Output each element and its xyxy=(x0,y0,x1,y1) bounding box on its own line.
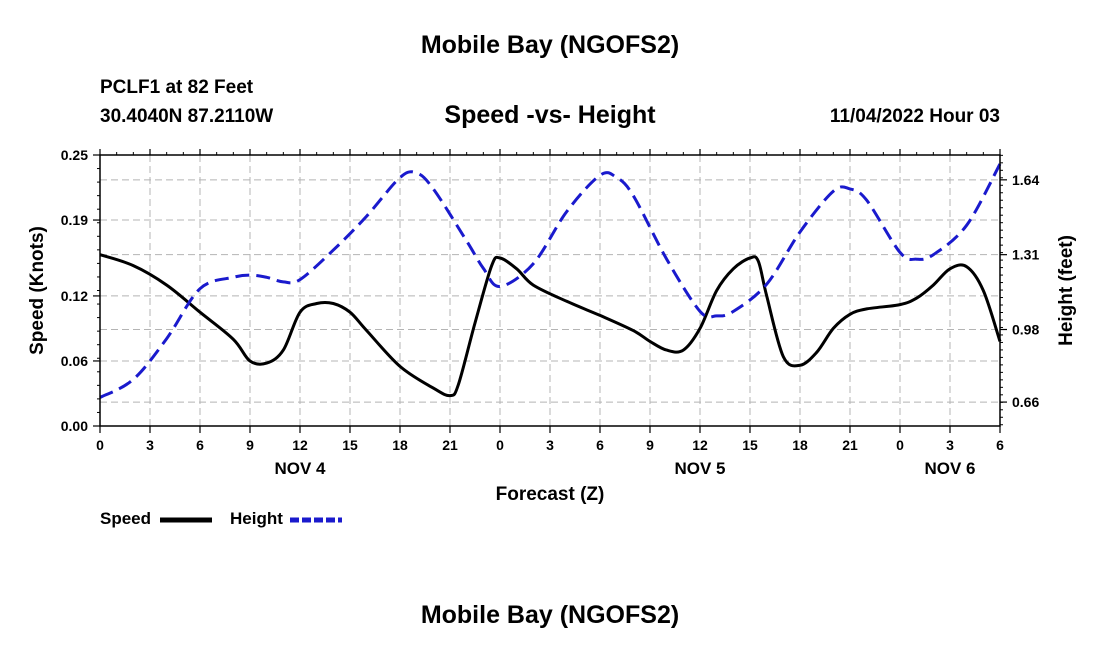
x-tick-label: 3 xyxy=(946,437,954,453)
day-label: NOV 4 xyxy=(274,459,326,478)
x-tick-label: 18 xyxy=(392,437,408,453)
axis-ticks xyxy=(93,149,1007,433)
y-left-tick-label: 0.12 xyxy=(61,288,88,304)
legend-height-swatch xyxy=(290,517,342,523)
y-left-tick-label: 0.00 xyxy=(61,418,88,434)
x-axis-title: Forecast (Z) xyxy=(496,484,605,505)
footer-title: Mobile Bay (NGOFS2) xyxy=(420,601,680,629)
x-tick-label: 0 xyxy=(496,437,504,453)
legend-speed-swatch xyxy=(160,517,212,523)
y-left-axis-title: Speed (Knots) xyxy=(27,226,48,355)
main-title: Mobile Bay (NGOFS2) xyxy=(420,31,680,59)
x-tick-label: 12 xyxy=(692,437,708,453)
x-tick-label: 12 xyxy=(292,437,308,453)
y-right-tick-label: 0.66 xyxy=(1012,394,1039,410)
x-tick-label: 21 xyxy=(842,437,858,453)
legend-height-label: Height xyxy=(230,509,283,528)
axis-labels: 0 3 6 9 12 15 18 21 0 3 6 9 12 15 18 21 0 3 6 0.00 0.06 0.12 0… xyxy=(27,147,1077,505)
x-tick-label: 3 xyxy=(146,437,154,453)
x-tick-label: 6 xyxy=(196,437,204,453)
y-left-tick-label: 0.06 xyxy=(61,353,88,369)
grid-lines xyxy=(100,155,1000,426)
station-coordinates: 30.4040N 87.2110W xyxy=(100,106,274,127)
day-label: NOV 6 xyxy=(924,459,975,478)
y-right-tick-label: 0.98 xyxy=(1012,322,1039,338)
y-right-tick-label: 1.31 xyxy=(1012,247,1039,263)
day-label: NOV 5 xyxy=(674,459,725,478)
series-layer xyxy=(99,163,1002,399)
y-left-tick-label: 0.19 xyxy=(61,212,88,228)
y-right-axis-title: Height (feet) xyxy=(1056,235,1077,346)
y-right-tick-label: 1.64 xyxy=(1012,172,1039,188)
x-tick-label: 6 xyxy=(596,437,604,453)
x-tick-label: 0 xyxy=(896,437,904,453)
x-tick-label: 15 xyxy=(742,437,758,453)
station-name: PCLF1 at 82 Feet xyxy=(100,77,254,98)
series-line-speed xyxy=(99,253,1002,398)
x-tick-label: 9 xyxy=(246,437,254,453)
plot-title: Speed -vs- Height xyxy=(444,101,656,129)
y-left-tick-label: 0.25 xyxy=(61,147,88,163)
x-tick-label: 18 xyxy=(792,437,808,453)
x-tick-label: 0 xyxy=(96,437,104,453)
x-tick-label: 21 xyxy=(442,437,458,453)
x-tick-label: 9 xyxy=(646,437,654,453)
legend-speed-label: Speed xyxy=(100,509,152,528)
x-tick-label: 15 xyxy=(342,437,358,453)
forecast-datetime: 11/04/2022 Hour 03 xyxy=(829,106,1000,127)
series-line-height xyxy=(99,163,1002,399)
x-tick-label: 3 xyxy=(546,437,554,453)
x-tick-label: 6 xyxy=(996,437,1004,453)
